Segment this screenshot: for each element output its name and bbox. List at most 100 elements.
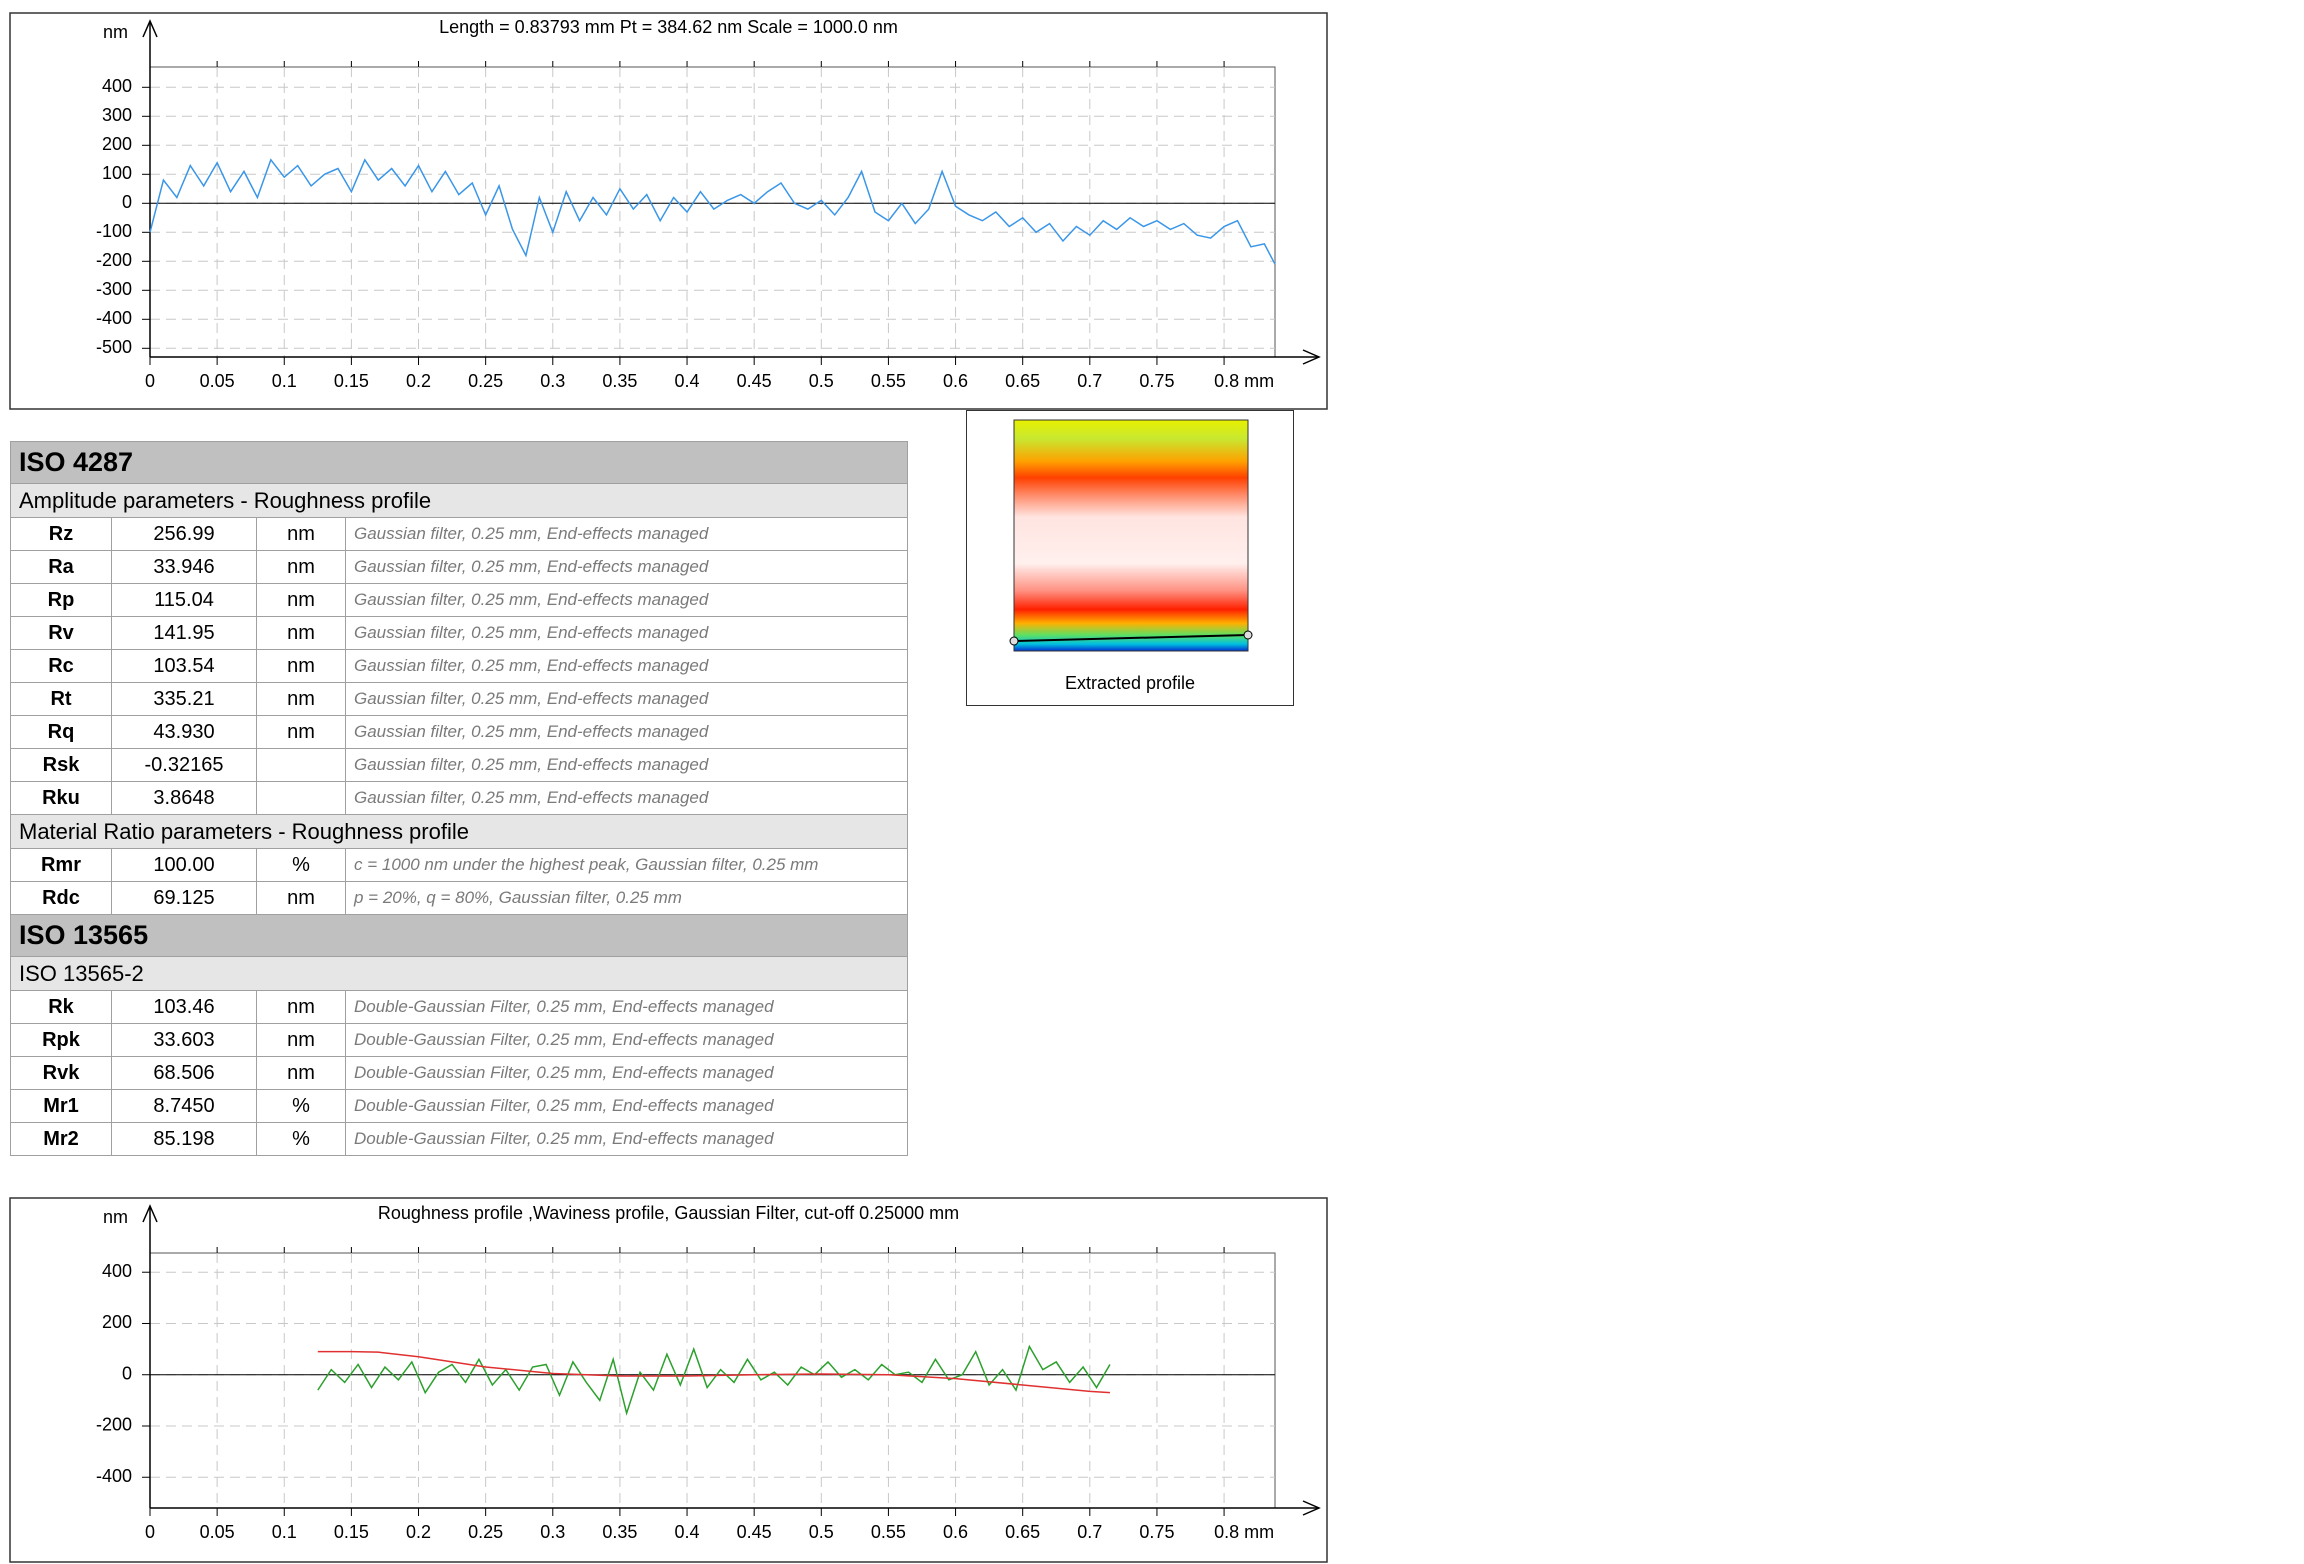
y-tick-label: 0 [122, 192, 132, 212]
y-tick-label: -400 [96, 1466, 132, 1486]
y-tick-label: 0 [122, 1363, 132, 1383]
param-row: Rmr 100.00% c = 1000 nm under the highest … [10, 848, 908, 882]
param-unit: nm [256, 1023, 346, 1057]
x-tick-label: 0.6 [943, 371, 968, 391]
param-value: 8.7450 [111, 1089, 257, 1123]
x-tick-label: 0.3 [540, 1522, 565, 1542]
x-tick-label: 0.6 [943, 1522, 968, 1542]
x-tick-label: 0.65 [1005, 1522, 1040, 1542]
param-row: Rv 141.95 nm Gaussian filter, 0.25 mm, End-… [10, 616, 908, 650]
y-axis-label: nm [103, 1207, 128, 1227]
param-comment: Gaussian filter, 0.25 mm, End-effects ma… [345, 715, 908, 749]
param-value: 103.54 [111, 649, 257, 683]
param-name: Rsk [10, 748, 112, 782]
x-tick-label: 0.45 [737, 1522, 772, 1542]
param-comment: Gaussian filter, 0.25 mm, End-effects ma… [345, 517, 908, 551]
param-value: 103.46 [111, 990, 257, 1024]
group-row: Material Ratio parameters - Roughness pr… [10, 814, 908, 849]
param-comment: Gaussian filter, 0.25 mm, End-effects ma… [345, 682, 908, 716]
group-row: Amplitude parameters - Roughness profile [10, 483, 908, 518]
x-tick-label: 0.65 [1005, 371, 1040, 391]
x-tick-label: 0.35 [602, 371, 637, 391]
y-tick-label: 300 [102, 105, 132, 125]
param-name: Rk [10, 990, 112, 1024]
param-unit: nm [256, 715, 346, 749]
chart-title: Roughness profile ,Waviness profile, Gau… [378, 1203, 959, 1223]
param-name: Rv [10, 616, 112, 650]
x-tick-label: 0.75 [1139, 1522, 1174, 1542]
param-name: Rz [10, 517, 112, 551]
param-comment: Gaussian filter, 0.25 mm, End-effects ma… [345, 781, 908, 815]
param-value: 335.21 [111, 682, 257, 716]
group-title: Material Ratio parameters - Roughness pr… [10, 814, 908, 849]
plot-frame [149, 66, 1276, 358]
param-comment: Gaussian filter, 0.25 mm, End-effects ma… [345, 550, 908, 584]
profile-line [1013, 634, 1249, 642]
x-tick-label: 0.05 [200, 1522, 235, 1542]
param-unit: nm [256, 881, 346, 915]
section-title: ISO 4287 [10, 441, 908, 484]
param-unit: nm [256, 1056, 346, 1090]
param-value: -0.32165 [111, 748, 257, 782]
section-row: ISO 13565 [10, 914, 908, 957]
param-comment: Double-Gaussian Filter, 0.25 mm, End-eff… [345, 1056, 908, 1090]
x-tick-label: 0.05 [200, 371, 235, 391]
param-unit: nm [256, 517, 346, 551]
x-tick-label: 0.8 mm [1214, 1522, 1274, 1542]
parameters-table: ISO 4287 Amplitude parameters - Roughness… [10, 441, 908, 1156]
param-value: 115.04 [111, 583, 257, 617]
param-unit [256, 748, 346, 782]
y-tick-label: 400 [102, 1261, 132, 1281]
x-tick-label: 0.3 [540, 371, 565, 391]
param-value: 85.198 [111, 1122, 257, 1156]
param-comment: Double-Gaussian Filter, 0.25 mm, End-eff… [345, 1122, 908, 1156]
profile-end [1243, 630, 1253, 640]
y-tick-label: -200 [96, 1415, 132, 1435]
y-tick-label: -100 [96, 221, 132, 241]
x-tick-label: 0.4 [675, 371, 700, 391]
y-tick-label: 400 [102, 76, 132, 96]
chart-frame [9, 12, 1328, 410]
param-unit: nm [256, 990, 346, 1024]
x-tick-label: 0 [145, 371, 155, 391]
param-row: Rt 335.21 nm Gaussian filter, 0.25 mm, End-… [10, 682, 908, 716]
param-comment: Double-Gaussian Filter, 0.25 mm, End-eff… [345, 1023, 908, 1057]
param-value: 33.946 [111, 550, 257, 584]
param-row: Rk 103.46 nm Double-Gaussian Filter, 0.25 m… [10, 990, 908, 1024]
y-tick-label: -400 [96, 308, 132, 328]
param-row: Mr1 8.7450% Double-Gaussian Filter, 0.25 m… [10, 1089, 908, 1123]
param-unit [256, 781, 346, 815]
profile-line [317, 1350, 1110, 1394]
y-tick-label: 200 [102, 134, 132, 154]
param-value: 43.930 [111, 715, 257, 749]
param-row: Mr2 85.198% Double-Gaussian Filter, 0.25 m… [10, 1122, 908, 1156]
param-name: Rmr [10, 848, 112, 882]
param-value: 256.99 [111, 517, 257, 551]
param-row: Rsk -0.32165 Gaussian filter, 0.25 mm, End… [10, 748, 908, 782]
param-row: Rq 43.930 nm Gaussian filter, 0.25 mm, End-… [10, 715, 908, 749]
param-unit: nm [256, 649, 346, 683]
param-comment: Gaussian filter, 0.25 mm, End-effects ma… [345, 649, 908, 683]
x-tick-label: 0.7 [1077, 1522, 1102, 1542]
x-axis-arrow [1302, 349, 1321, 365]
param-unit: % [256, 1089, 346, 1123]
y-axis-arrow [142, 19, 158, 38]
x-tick-label: 0.2 [406, 1522, 431, 1542]
x-tick-label: 0.55 [871, 371, 906, 391]
x-tick-label: 0 [145, 1522, 155, 1542]
param-value: 3.8648 [111, 781, 257, 815]
param-value: 33.603 [111, 1023, 257, 1057]
param-comment: Double-Gaussian Filter, 0.25 mm, End-eff… [345, 1089, 908, 1123]
param-comment: Gaussian filter, 0.25 mm, End-effects ma… [345, 616, 908, 650]
height-map [1013, 419, 1249, 652]
param-value: 100.00 [111, 848, 257, 882]
group-title: ISO 13565-2 [10, 956, 908, 991]
y-tick-label: -300 [96, 279, 132, 299]
param-row: Rc 103.54 nm Gaussian filter, 0.25 mm, End-… [10, 649, 908, 683]
param-row: Rpk 33.603 nm Double-Gaussian Filter, 0.25 … [10, 1023, 908, 1057]
param-name: Rc [10, 649, 112, 683]
param-name: Rku [10, 781, 112, 815]
x-tick-label: 0.7 [1077, 371, 1102, 391]
